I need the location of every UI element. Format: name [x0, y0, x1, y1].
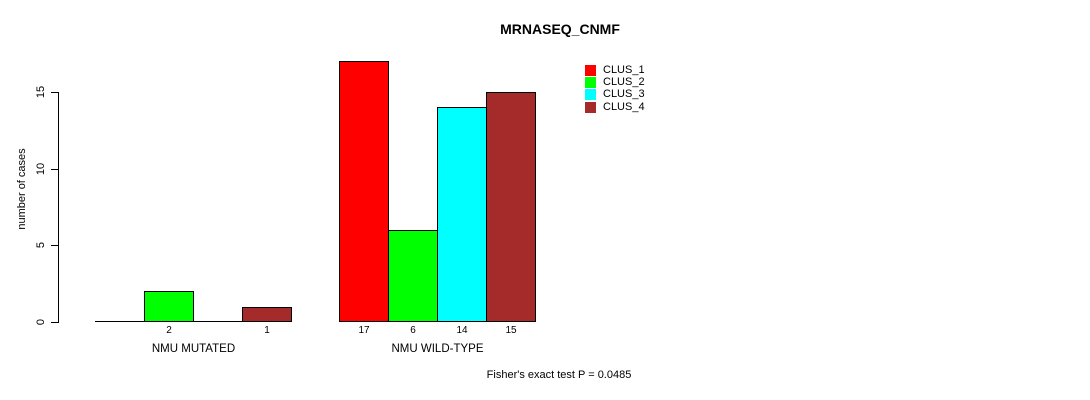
- legend-label-clus-3: CLUS_3: [603, 88, 645, 101]
- y-axis-line: [58, 92, 59, 323]
- legend-swatch-clus-4: [585, 101, 596, 113]
- legend-swatch-clus-2: [585, 77, 596, 89]
- y-axis-tick-label: 5: [35, 242, 47, 249]
- bar-nmu-wild-type-clus-3: [437, 107, 487, 322]
- x-group-label-nmu-mutated: NMU MUTATED: [151, 343, 236, 355]
- y-axis-tick: [51, 168, 58, 170]
- legend-label-clus-2: CLUS_2: [603, 76, 645, 89]
- bar-value-label-nmu-wild-type-clus-2: 6: [410, 325, 416, 336]
- y-axis-tick: [51, 322, 58, 323]
- bar-value-label-nmu-wild-type-clus-3: 14: [456, 325, 468, 336]
- y-axis-tick: [51, 245, 58, 247]
- footnote: Fisher's exact test P = 0.0485: [486, 369, 632, 381]
- legend-swatch-clus-3: [585, 89, 596, 101]
- legend-item-clus-3: CLUS_3: [585, 89, 645, 101]
- legend-label-clus-1: CLUS_1: [603, 63, 645, 76]
- legend-item-clus-4: CLUS_4: [585, 101, 645, 113]
- bar-nmu-wild-type-clus-1: [339, 61, 389, 322]
- legend-label-clus-4: CLUS_4: [603, 100, 645, 113]
- bar-value-label-nmu-wild-type-clus-4: 15: [505, 325, 517, 336]
- bar-nmu-mutated-clus-4: [242, 307, 292, 322]
- bar-value-label-nmu-wild-type-clus-1: 17: [358, 325, 370, 336]
- legend-item-clus-1: CLUS_1: [585, 64, 645, 76]
- legend: CLUS_1 CLUS_2 CLUS_3 CLUS_4: [585, 64, 645, 114]
- x-group-label-nmu-wild-type: NMU WILD-TYPE: [391, 343, 484, 355]
- bar-nmu-wild-type-clus-2: [388, 230, 438, 322]
- bar-nmu-wild-type-clus-4: [486, 92, 536, 322]
- legend-item-clus-2: CLUS_2: [585, 76, 645, 89]
- bar-nmu-mutated-clus-2: [144, 291, 194, 322]
- bar-value-label-nmu-mutated-clus-2: 2: [166, 325, 172, 336]
- y-axis-tick-label: 0: [35, 318, 47, 326]
- legend-swatch-clus-1: [585, 64, 596, 76]
- y-axis-label: number of cases: [16, 148, 28, 230]
- chart-title: MRNASEQ_CNMF: [500, 21, 620, 37]
- y-axis-tick: [51, 92, 58, 93]
- y-axis-tick-label: 10: [35, 162, 47, 175]
- y-axis-tick-label: 15: [35, 85, 47, 99]
- bar-value-label-nmu-mutated-clus-4: 1: [264, 325, 270, 336]
